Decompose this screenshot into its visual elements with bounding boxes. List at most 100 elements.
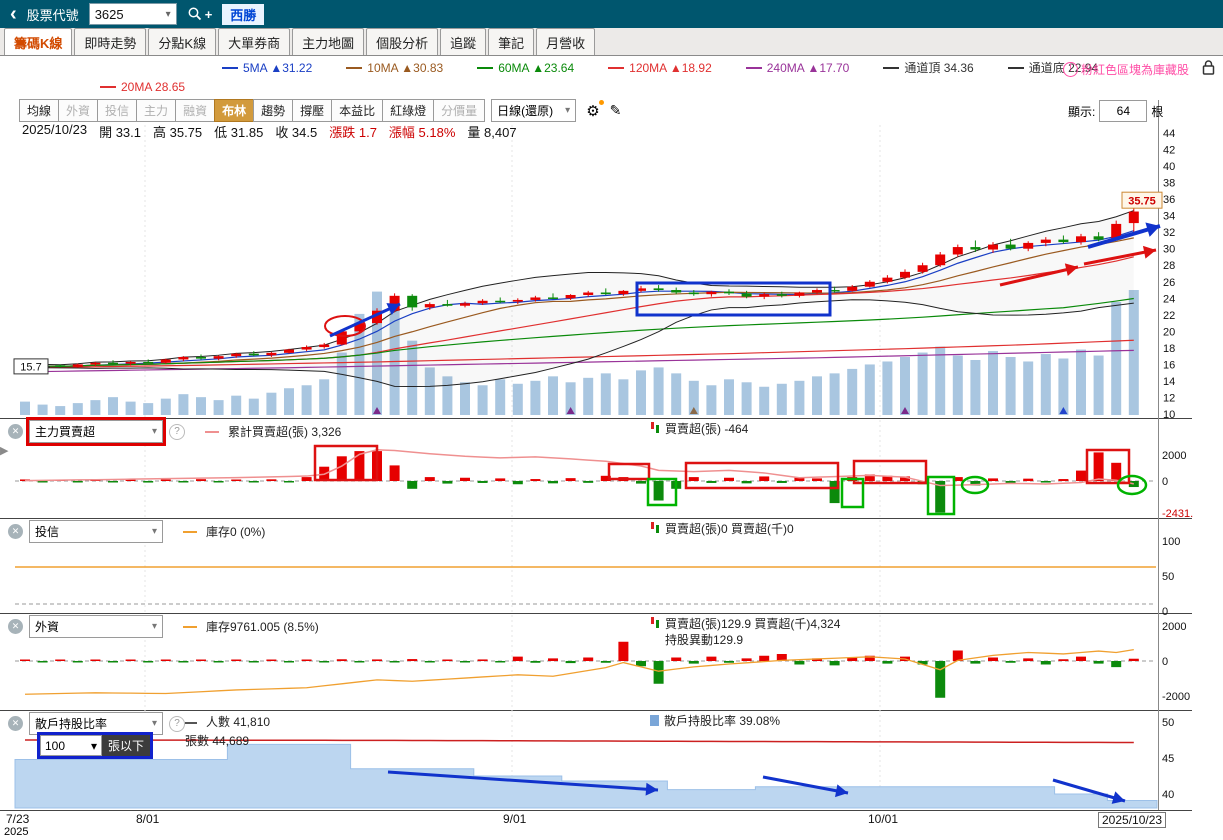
- stock-code-input[interactable]: 3625 ▾: [88, 3, 177, 25]
- svg-text:32: 32: [1163, 227, 1175, 239]
- svg-text:15.7: 15.7: [20, 361, 41, 373]
- display-unit: 根: [1151, 104, 1164, 119]
- tab-追蹤[interactable]: 追蹤: [440, 28, 487, 55]
- line-swatch-icon: [883, 66, 900, 69]
- panel-bar-legend: 買賣超(張)0 買賣超(千)0: [650, 521, 794, 537]
- svg-text:26: 26: [1163, 277, 1175, 289]
- help-icon[interactable]: ?: [169, 423, 185, 440]
- tab-即時走勢[interactable]: 即時走勢: [74, 28, 147, 55]
- toolbar-button-布林[interactable]: 布林: [214, 99, 255, 122]
- draw-pencil-icon[interactable]: ✎: [609, 102, 622, 118]
- display-label: 顯示:: [1068, 104, 1096, 119]
- panel-close-icon[interactable]: ✕: [8, 716, 23, 731]
- svg-text:34: 34: [1163, 211, 1175, 223]
- indicator-select-主力買賣超[interactable]: 主力買賣超 ▾: [29, 420, 163, 443]
- tab-分點K線[interactable]: 分點K線: [148, 28, 217, 55]
- panel-line-legend: 累計買賣超(張) 3,326: [205, 423, 341, 440]
- back-button[interactable]: ‹: [10, 3, 17, 25]
- svg-text:38: 38: [1163, 178, 1175, 190]
- line-swatch-icon: [222, 66, 238, 69]
- panel-header-主力買賣超: ✕ 主力買賣超 ▾? 累計買賣超(張) 3,326: [8, 420, 341, 443]
- tab-籌碼K線[interactable]: 籌碼K線: [4, 28, 73, 55]
- ma-legend-item: 通道頂 34.36: [883, 59, 974, 76]
- panel-close-icon[interactable]: ✕: [8, 619, 23, 634]
- ma-legend-row-2: 20MA 28.65: [0, 77, 1223, 96]
- indicator-select-投信[interactable]: 投信 ▾: [29, 520, 163, 543]
- x-axis-label: 9/01: [503, 812, 527, 826]
- svg-text:40: 40: [1163, 161, 1175, 173]
- toolbar-button-融資[interactable]: 融資: [175, 99, 216, 122]
- panel-header-外資: ✕ 外資 ▾ 庫存9761.005 (8.5%): [8, 615, 319, 638]
- panel-close-icon[interactable]: ✕: [8, 524, 23, 539]
- svg-text:45: 45: [1162, 753, 1174, 765]
- svg-text:42: 42: [1163, 145, 1175, 157]
- toolbar-button-紅綠燈[interactable]: 紅綠燈: [382, 99, 435, 122]
- ma-lines-layer: [24, 210, 1134, 387]
- help-icon[interactable]: ?: [169, 715, 185, 732]
- period-select[interactable]: 日線(還原) ▾: [491, 99, 577, 122]
- tab-筆記[interactable]: 筆記: [488, 28, 535, 55]
- pink-zone-note-text: 粉紅色區塊為庫藏股: [1080, 63, 1189, 77]
- indicator-select-外資[interactable]: 外資 ▾: [29, 615, 163, 638]
- stock-name[interactable]: 西勝: [222, 3, 265, 25]
- toolbar-button-主力[interactable]: 主力: [136, 99, 177, 122]
- svg-text:10: 10: [1163, 409, 1175, 421]
- panel-bar-legend: 買賣超(張) -464: [650, 421, 748, 437]
- sidebar-expander-icon[interactable]: ▶: [0, 445, 9, 457]
- retail-filter-group: 100 ▾ 張以下: [40, 735, 151, 756]
- tab-主力地圖[interactable]: 主力地圖: [292, 28, 365, 55]
- ohlc-info-segment: 2025/10/23: [22, 122, 88, 137]
- toolbar-button-均線[interactable]: 均線: [19, 99, 60, 122]
- panel-bar-legend: 散戶持股比率 39.08%: [650, 713, 780, 729]
- svg-text:14: 14: [1163, 376, 1175, 388]
- x-axis-label: 7/23: [6, 812, 30, 826]
- mini-candles-icon: [650, 521, 660, 537]
- indicator-select-散戶持股比率[interactable]: 散戶持股比率 ▾: [29, 712, 163, 735]
- svg-text:22: 22: [1163, 310, 1175, 322]
- toolbar-button-外資[interactable]: 外資: [58, 99, 99, 122]
- toolbar-button-投信[interactable]: 投信: [97, 99, 138, 122]
- svg-text:28: 28: [1163, 260, 1175, 272]
- toolbar-button-趨勢[interactable]: 趨勢: [253, 99, 294, 122]
- ma-legend-item: 20MA 28.65: [100, 80, 185, 94]
- candles-layer: [20, 201, 1139, 370]
- display-count-input[interactable]: [1099, 100, 1148, 122]
- ma-legend-item: 5MA ▲31.22: [222, 61, 312, 75]
- ohlc-info-segment: 收 34.5: [275, 125, 318, 140]
- svg-text:0: 0: [1162, 656, 1168, 668]
- toolbar-button-分價量[interactable]: 分價量: [433, 99, 486, 122]
- ma-legend-row-1: 5MA ▲31.22 10MA ▲30.83 60MA ▲23.64 120MA ▲1…: [0, 58, 1223, 77]
- svg-text:36: 36: [1163, 194, 1175, 206]
- panel-line-legend: 庫存9761.005 (8.5%): [183, 618, 319, 635]
- search-icon: [188, 7, 201, 21]
- toolbar-button-本益比[interactable]: 本益比: [331, 99, 384, 122]
- tab-月營收[interactable]: 月營收: [536, 28, 596, 55]
- svg-text:30: 30: [1163, 244, 1175, 256]
- x-axis-year: 2025: [4, 826, 29, 838]
- ohlc-info-segment: 漲幅 5.18%: [388, 125, 456, 140]
- retail-filter-select[interactable]: 100 ▾: [40, 735, 102, 756]
- panel-close-icon[interactable]: ✕: [8, 424, 23, 439]
- ohlc-info-segment: 高 35.75: [153, 125, 203, 140]
- line-swatch-icon: [745, 66, 762, 69]
- settings-gear-icon[interactable]: ⚙: [586, 99, 605, 120]
- x-axis-label: 2025/10/23: [1098, 812, 1167, 828]
- svg-text:18: 18: [1163, 343, 1175, 355]
- lock-icon[interactable]: [1202, 60, 1215, 78]
- tab-大單券商[interactable]: 大單券商: [218, 28, 291, 55]
- toolbar-button-撐壓[interactable]: 撐壓: [292, 99, 333, 122]
- svg-text:100: 100: [1162, 536, 1180, 548]
- panel-header-投信: ✕ 投信 ▾ 庫存0 (0%): [8, 520, 265, 543]
- tab-個股分析[interactable]: 個股分析: [366, 28, 439, 55]
- ohlc-info-bar: 2025/10/23 開 33.1 高 35.75 低 31.85 收 34.5 漲跌 1…: [22, 122, 517, 141]
- svg-text:40: 40: [1162, 789, 1174, 801]
- display-count-box: 顯示: 根: [1068, 100, 1163, 122]
- svg-text:16: 16: [1163, 359, 1175, 371]
- svg-text:50: 50: [1162, 717, 1174, 729]
- ma-legend-item: 240MA ▲17.70: [745, 61, 849, 75]
- panel-line-legend: 庫存0 (0%): [183, 523, 265, 540]
- svg-text:12: 12: [1163, 392, 1175, 404]
- search-button[interactable]: +: [187, 6, 212, 22]
- grid-layer: [0, 97, 1223, 811]
